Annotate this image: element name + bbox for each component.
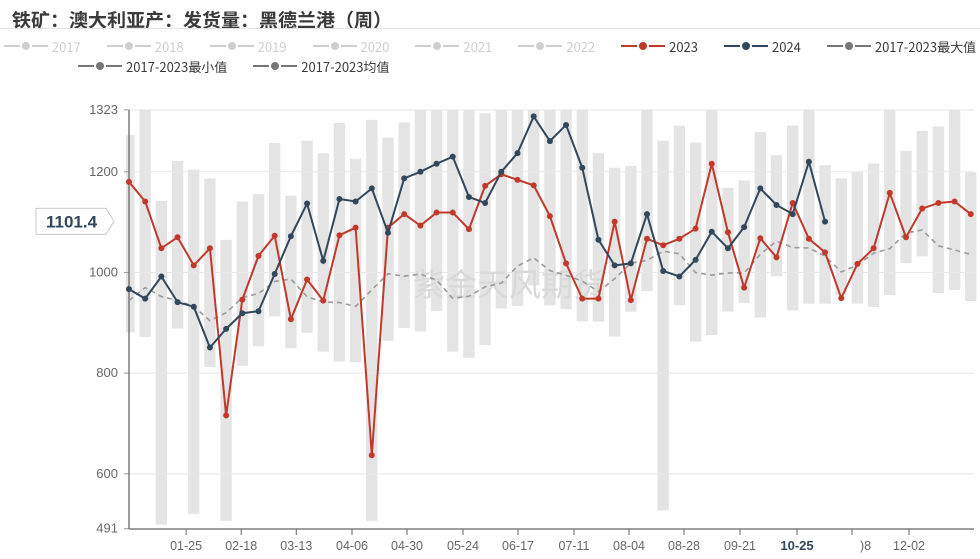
svg-text:07-11: 07-11 (558, 539, 589, 553)
svg-text:04-30: 04-30 (391, 539, 423, 553)
svg-text:1101.4: 1101.4 (46, 212, 98, 231)
svg-text:600: 600 (96, 466, 118, 481)
svg-text:04-06: 04-06 (336, 539, 368, 553)
svg-text:紫金天风期货: 紫金天风期货 (413, 260, 605, 306)
svg-text:06-17: 06-17 (502, 539, 534, 553)
svg-text:491: 491 (96, 521, 118, 536)
svg-text:1000: 1000 (89, 264, 118, 279)
svg-text:05-24: 05-24 (447, 539, 479, 553)
svg-text:1200: 1200 (89, 164, 118, 179)
svg-text:12-02: 12-02 (893, 539, 925, 553)
svg-text:1323: 1323 (89, 102, 118, 117)
svg-text:09-21: 09-21 (724, 539, 756, 553)
svg-text:10-25: 10-25 (780, 538, 813, 553)
svg-text:)8: )8 (860, 539, 871, 553)
svg-text:02-18: 02-18 (225, 539, 257, 553)
svg-text:08-04: 08-04 (613, 539, 645, 553)
svg-text:01-25: 01-25 (170, 539, 202, 553)
svg-text:03-13: 03-13 (280, 539, 312, 553)
svg-text:08-28: 08-28 (668, 539, 700, 553)
svg-text:800: 800 (96, 365, 118, 380)
